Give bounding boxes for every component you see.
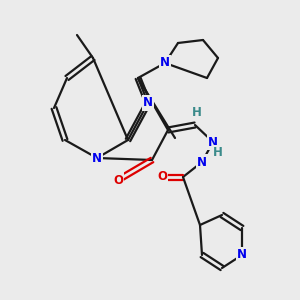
Text: N: N: [208, 136, 218, 148]
Text: O: O: [157, 170, 167, 184]
Text: N: N: [197, 155, 207, 169]
Text: N: N: [160, 56, 170, 70]
Text: N: N: [237, 248, 247, 262]
Text: N: N: [143, 97, 153, 110]
Text: N: N: [92, 152, 102, 164]
Text: H: H: [192, 106, 202, 118]
Text: O: O: [113, 173, 123, 187]
Text: H: H: [213, 146, 223, 160]
